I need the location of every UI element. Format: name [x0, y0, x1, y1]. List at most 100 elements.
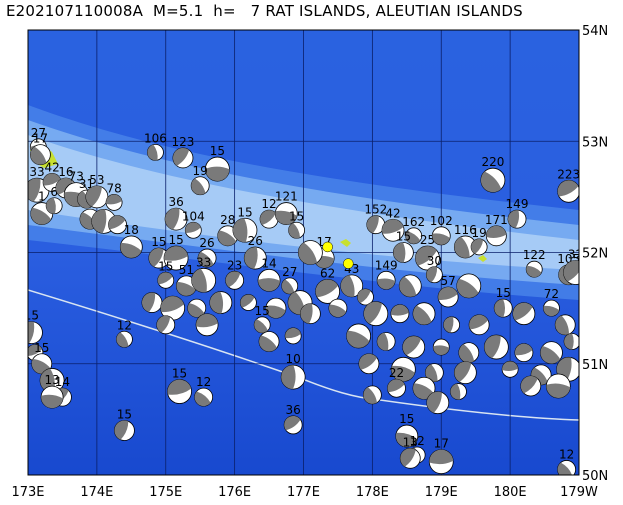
focal-mechanism: [265, 297, 287, 319]
mechanism-label: 15: [399, 412, 414, 426]
latitude-labels: 54N 53N 52N 51N 50N: [582, 24, 608, 484]
focal-mechanism: [563, 333, 579, 350]
focal-mechanism: 149: [375, 258, 398, 290]
focal-mechanism: [108, 215, 127, 235]
mechanism-label: 17: [434, 437, 449, 451]
mechanism-label: 152: [364, 203, 387, 217]
focal-mechanism: 15: [232, 205, 258, 243]
focal-mechanism: 78: [105, 181, 123, 211]
focal-mechanism: [450, 383, 467, 400]
focal-mechanism: 15: [493, 286, 513, 318]
focal-mechanism: 22: [387, 366, 406, 398]
map-frame: [27, 29, 580, 476]
mechanism-label: 51: [179, 263, 194, 277]
focal-mechanism: 19: [190, 164, 210, 196]
focal-mechanism: 162: [402, 215, 425, 245]
mechanism-label: 15: [210, 144, 225, 158]
focal-mechanism: 25: [415, 233, 440, 271]
focal-mechanism: 19: [470, 226, 488, 256]
longitude-tick-label: 179W: [560, 485, 598, 500]
mechanism-label: 12: [559, 447, 574, 461]
island-semisopochnoi: [340, 239, 351, 247]
focal-mechanism: 15: [148, 235, 170, 269]
focal-mechanism: [443, 316, 460, 334]
focal-mechanism: [483, 334, 509, 360]
focal-mechanism: 42: [42, 160, 62, 192]
mechanism-label: 116: [454, 223, 477, 237]
mechanism-label: 15: [151, 235, 166, 249]
focal-mechanism: [554, 314, 576, 336]
mechanism-label: 42: [44, 160, 59, 174]
mechanism-label: 123: [172, 135, 195, 149]
focal-mechanism: [545, 373, 571, 399]
focal-mechanism: 220: [480, 155, 506, 193]
focal-mechanism: [456, 273, 482, 299]
mechanism-label: 23: [227, 258, 242, 272]
latitude-tick-label: 53N: [582, 135, 608, 150]
mechanism-label: 17: [33, 132, 48, 146]
mechanism-label: 26: [248, 234, 263, 248]
mechanism-label: 36: [168, 195, 183, 209]
focal-mechanism: [514, 343, 534, 363]
mechanism-label: 27: [31, 126, 46, 140]
map-title: E202107110008A M=5.1 h= 7 RAT ISLANDS, A…: [6, 2, 523, 20]
epicenter-layer: [322, 241, 354, 269]
focal-mechanism: [402, 335, 426, 359]
longitude-tick-label: 177E: [287, 485, 320, 500]
longitude-tick-label: 173E: [11, 485, 44, 500]
mechanism-label: 33: [29, 165, 44, 179]
focal-mechanism: 36: [283, 403, 303, 435]
focal-mechanism: [540, 341, 563, 365]
focal-mechanism: [398, 274, 422, 298]
mechanism-label: 57: [440, 274, 455, 288]
mechanism-label: 10: [286, 352, 301, 366]
mechanism-label: 102: [430, 214, 453, 228]
focal-mechanism: [412, 302, 436, 326]
focal-mechanism: [357, 288, 374, 306]
mechanism-label: 1: [38, 190, 46, 204]
focal-mechanism: [390, 356, 416, 382]
mechanism-label: 13: [44, 373, 59, 387]
mechanism-label: 162: [402, 215, 425, 229]
mechanism-label: 72: [544, 287, 559, 301]
mechanism-label: 15: [237, 205, 252, 219]
mechanism-label: 15: [496, 286, 511, 300]
focal-mechanism: [412, 376, 436, 400]
focal-mechanism: 12: [557, 447, 576, 475]
mechanism-label: 6: [50, 185, 58, 199]
focal-mechanism: [297, 240, 323, 265]
focal-mechanism: [363, 301, 389, 327]
focal-mechanism: 51: [176, 263, 197, 297]
focal-mechanism: 12: [259, 197, 279, 229]
focal-mechanism: 36: [164, 195, 188, 231]
focal-mechanism: [362, 385, 382, 405]
focal-mechanism: [501, 360, 519, 378]
mechanism-label: 106: [144, 131, 167, 145]
focal-mechanism: [426, 391, 450, 415]
mechanism-label: 15: [396, 230, 411, 244]
focal-mechanism: [520, 375, 542, 397]
focal-mechanism: [328, 298, 348, 318]
mechanism-label: 220: [481, 155, 504, 169]
focal-mechanism: [239, 294, 257, 311]
focal-mechanism: 23: [225, 258, 245, 290]
focal-mechanism: 123: [172, 135, 195, 169]
focal-mechanism: 13: [40, 373, 64, 409]
mechanism-label: 19: [193, 164, 208, 178]
focal-mechanism: [346, 323, 372, 349]
focal-mechanism: 10: [280, 352, 306, 390]
focal-mechanism: 33: [191, 255, 217, 293]
mechanism-label: 30: [427, 254, 442, 268]
mechanism-label: 78: [106, 181, 121, 195]
focal-mechanism: 121: [275, 190, 298, 225]
mechanism-label: 15: [255, 304, 270, 318]
focal-mechanism: 15: [253, 304, 271, 334]
focal-mechanism: [258, 331, 280, 352]
mechanism-label: 171: [485, 213, 508, 227]
trench-line: [28, 289, 579, 421]
mechanism-label: 42: [385, 206, 400, 220]
focal-mechanism: 122: [523, 248, 546, 278]
focal-mechanism: 42: [381, 206, 405, 242]
mechanism-label: 12: [261, 197, 276, 211]
focal-mechanism: [458, 342, 480, 364]
